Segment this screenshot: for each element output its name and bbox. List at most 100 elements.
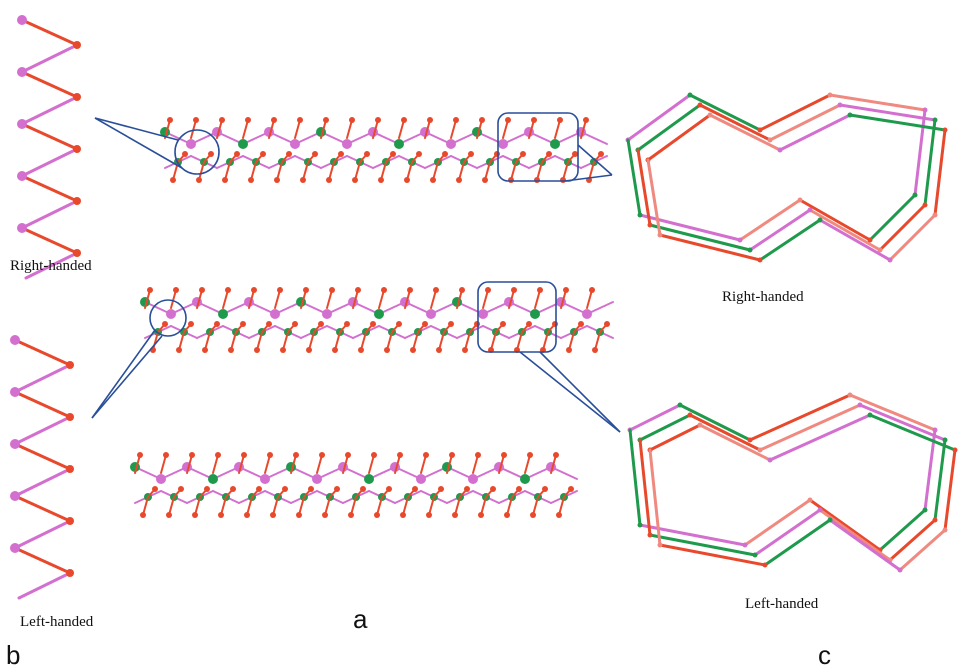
atom (748, 248, 753, 253)
atom (923, 203, 928, 208)
atom (798, 198, 803, 203)
atom (688, 93, 693, 98)
atom (708, 113, 713, 118)
atom (768, 138, 773, 143)
atom (73, 93, 81, 101)
atom (245, 117, 251, 123)
atom (306, 347, 312, 353)
atom (332, 347, 338, 353)
atom (156, 474, 166, 484)
atom (396, 321, 402, 327)
atom (566, 347, 572, 353)
atom (828, 518, 833, 523)
atom (73, 249, 81, 257)
atom (758, 448, 763, 453)
atom (818, 218, 823, 223)
atom (17, 119, 27, 129)
atom (267, 452, 273, 458)
atom (868, 413, 873, 418)
atom (266, 321, 272, 327)
atom (453, 117, 459, 123)
atom (568, 486, 574, 492)
atom (162, 321, 168, 327)
atom (338, 151, 344, 157)
atom (550, 139, 560, 149)
atom (140, 512, 146, 518)
atom (214, 321, 220, 327)
atom (241, 452, 247, 458)
atom (520, 151, 526, 157)
atom (176, 347, 182, 353)
atom (10, 439, 20, 449)
atom (342, 139, 352, 149)
atom (10, 335, 20, 345)
atom (582, 309, 592, 319)
atom (312, 474, 322, 484)
atom (552, 321, 558, 327)
atom (578, 321, 584, 327)
atom (170, 177, 176, 183)
atom (166, 512, 172, 518)
atom (468, 474, 478, 484)
atom (178, 486, 184, 492)
atom (228, 347, 234, 353)
atom (163, 452, 169, 458)
atom (10, 491, 20, 501)
atom (225, 287, 231, 293)
atom (308, 486, 314, 492)
atom (933, 213, 938, 218)
atom (202, 347, 208, 353)
atom (923, 508, 928, 513)
atom (478, 309, 488, 319)
atom (638, 213, 643, 218)
atom (199, 287, 205, 293)
atom (404, 177, 410, 183)
atom (271, 117, 277, 123)
atom (808, 208, 813, 213)
atom (244, 512, 250, 518)
atom (698, 423, 703, 428)
atom (423, 452, 429, 458)
atom (556, 512, 562, 518)
atom (464, 486, 470, 492)
atom (240, 321, 246, 327)
atom (943, 128, 948, 133)
atom (426, 512, 432, 518)
atom (374, 309, 384, 319)
atom (218, 309, 228, 319)
atom (270, 512, 276, 518)
atom (433, 287, 439, 293)
atom (478, 512, 484, 518)
atom (344, 321, 350, 327)
caption: Right-handed (10, 258, 92, 274)
atom (384, 347, 390, 353)
atom (530, 309, 540, 319)
atom (648, 533, 653, 538)
atom (397, 452, 403, 458)
atom (303, 287, 309, 293)
atom (260, 151, 266, 157)
atom (505, 117, 511, 123)
atom (838, 103, 843, 108)
caption: Left-handed (20, 614, 94, 630)
atom (427, 117, 433, 123)
atom (326, 177, 332, 183)
atom (208, 474, 218, 484)
atom (537, 287, 543, 293)
atom (66, 569, 74, 577)
atom (66, 413, 74, 421)
atom (560, 177, 566, 183)
atom (953, 448, 958, 453)
atom (438, 486, 444, 492)
atom (452, 512, 458, 518)
atom (504, 512, 510, 518)
panel-label: c (818, 640, 831, 668)
atom (238, 139, 248, 149)
atom (430, 177, 436, 183)
atom (386, 486, 392, 492)
atom (192, 512, 198, 518)
atom (322, 512, 328, 518)
panel-label: b (6, 640, 20, 668)
atom (364, 474, 374, 484)
atom (334, 486, 340, 492)
